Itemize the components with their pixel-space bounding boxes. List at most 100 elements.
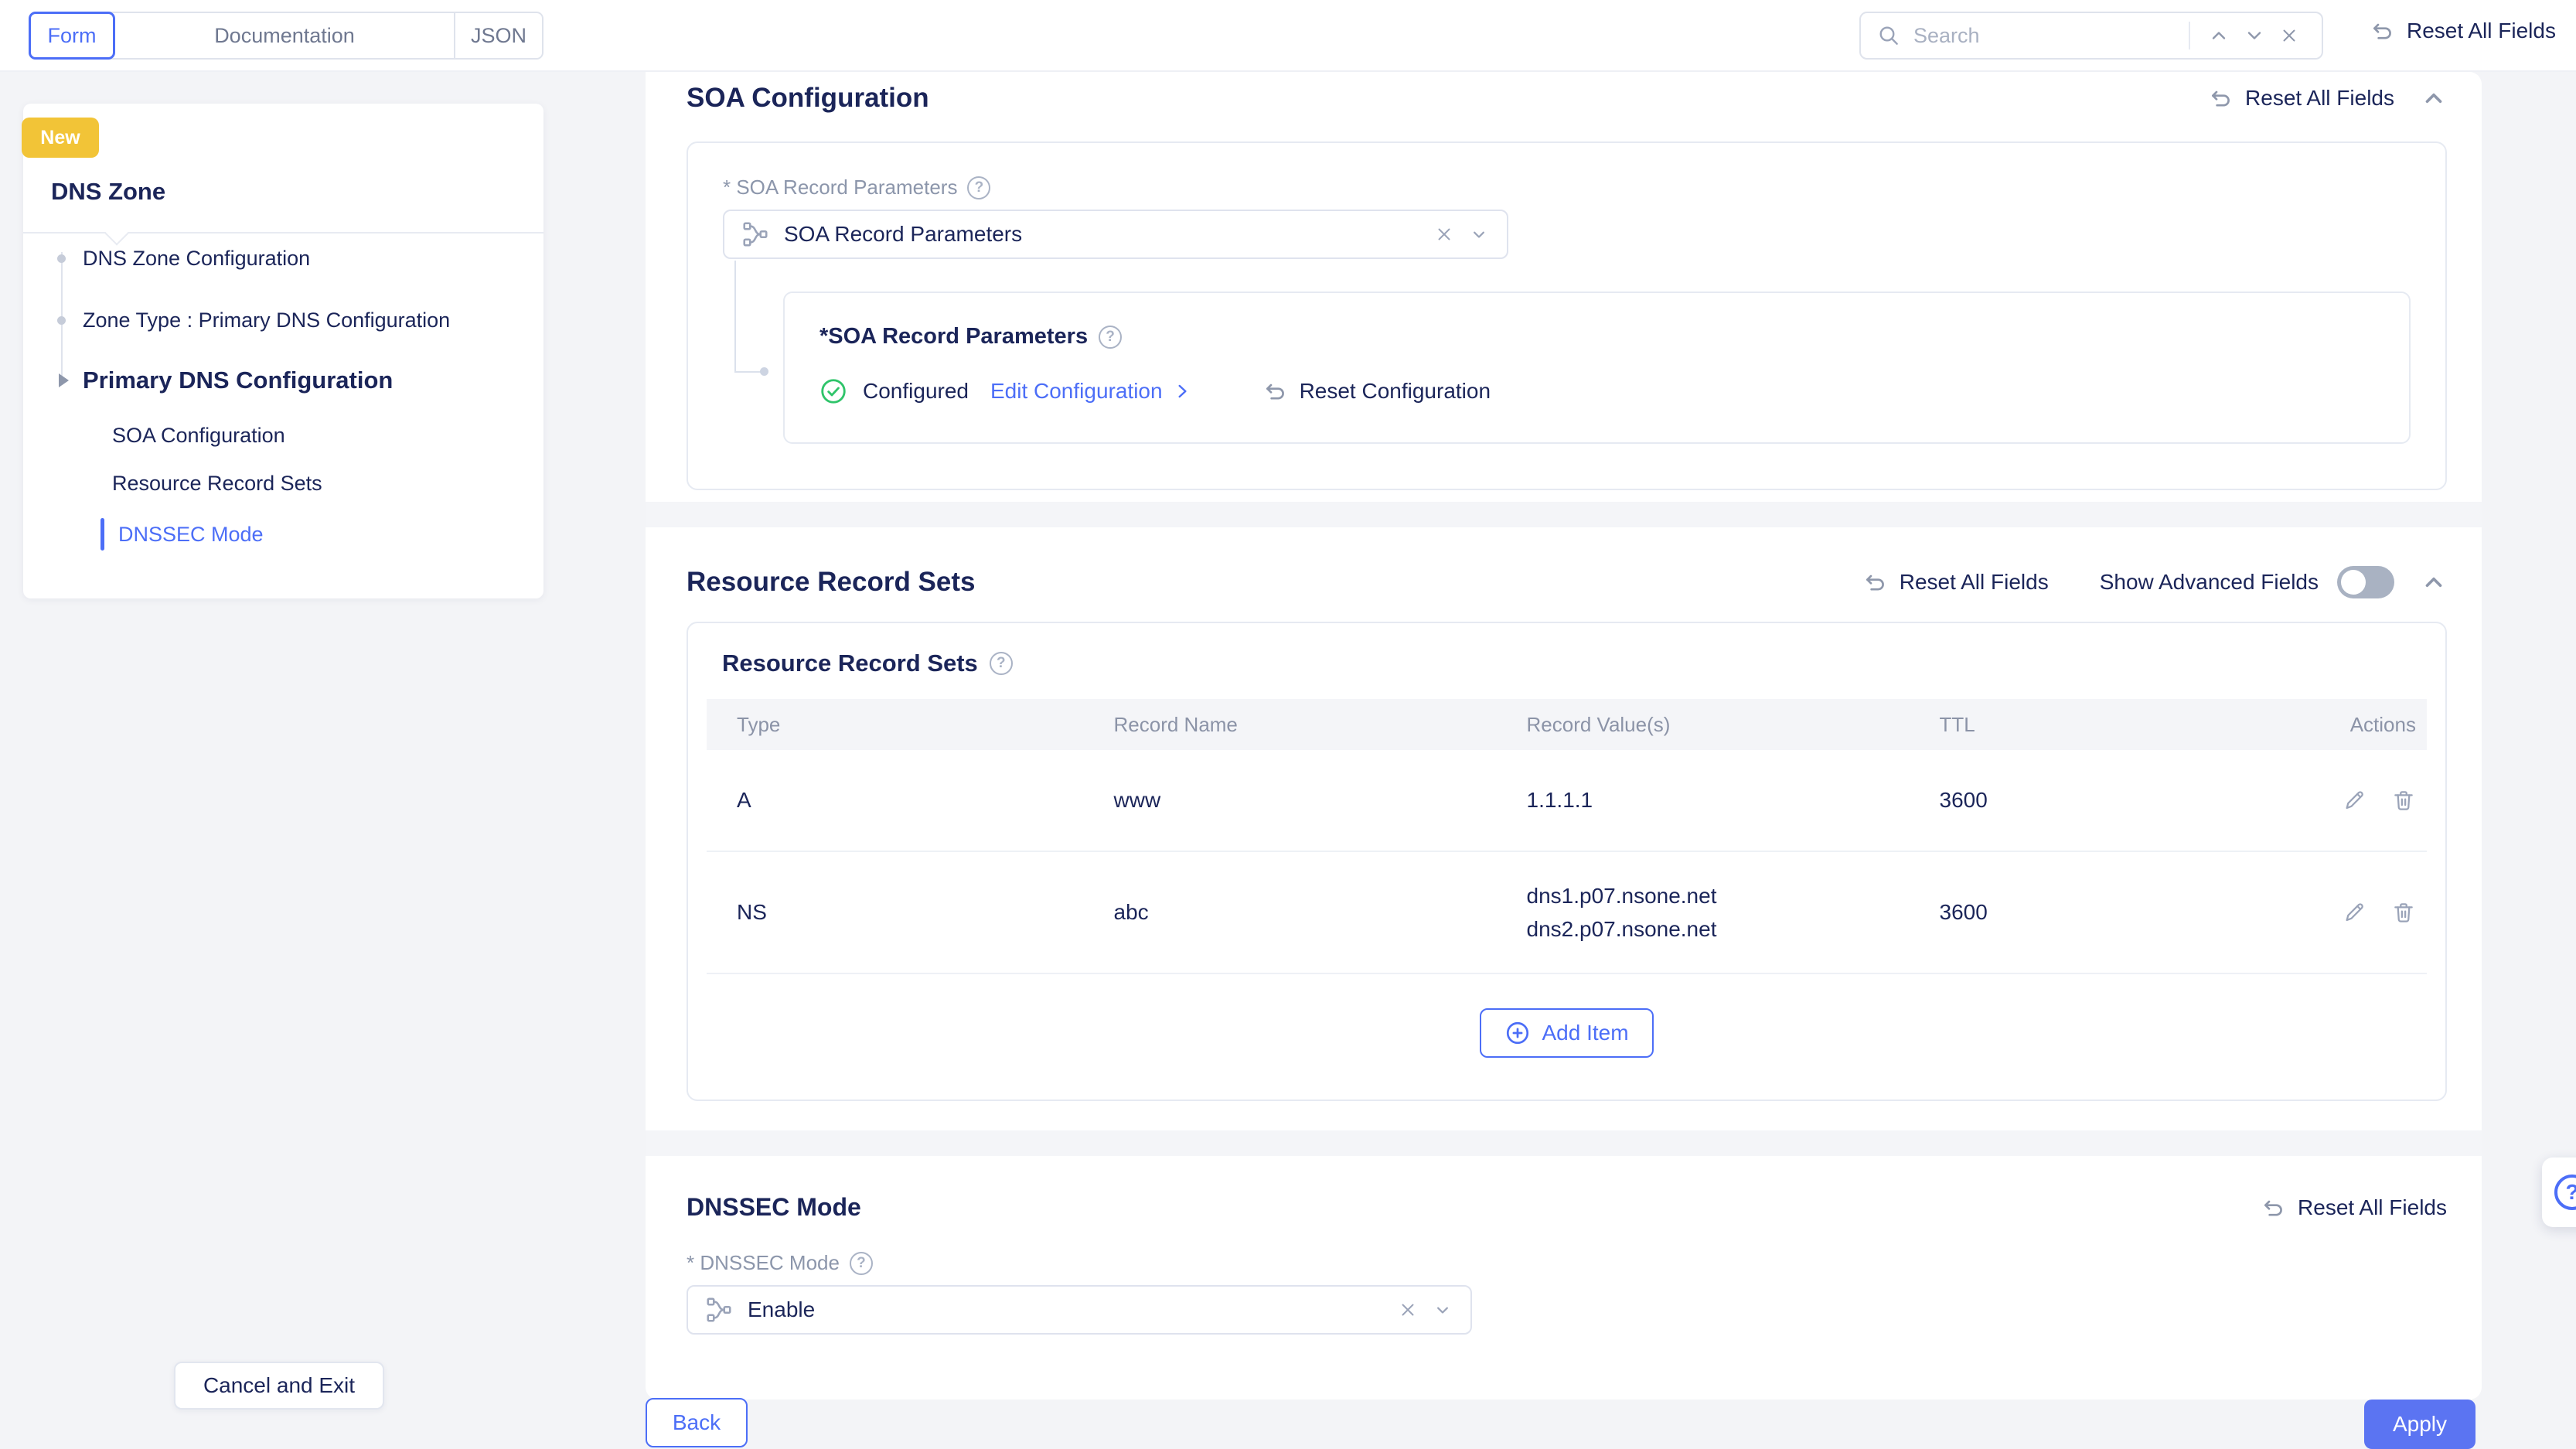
edit-row-pencil-icon[interactable] [2342, 900, 2366, 925]
nested-soa-title: *SOA Record Parameters [819, 324, 1089, 349]
soa-nested-config-box: *SOA Record Parameters ? Configured Edit… [783, 292, 2411, 444]
resource-record-sets-section: Resource Record Sets Reset All Fields Sh… [646, 527, 2482, 1130]
cancel-and-exit-button[interactable]: Cancel and Exit [174, 1362, 384, 1410]
soa-parameters-card: * SOA Record Parameters ? SOA Record Par… [687, 141, 2447, 490]
dnssec-reset-all-fields-button[interactable]: Reset All Fields [2261, 1195, 2447, 1220]
col-header-ttl: TTL [1939, 712, 1975, 736]
search-prev-icon[interactable] [2201, 25, 2237, 46]
search-next-icon[interactable] [2237, 25, 2272, 46]
cell-record-value: dns2.p07.nsone.net [1526, 917, 1717, 941]
edit-configuration-label: Edit Configuration [990, 379, 1163, 403]
apply-button[interactable]: Apply [2364, 1400, 2475, 1449]
help-circle-icon: ? [2554, 1175, 2576, 1210]
search-input[interactable] [1913, 23, 2178, 48]
undo-icon [2370, 19, 2395, 43]
cell-type: NS [737, 900, 767, 924]
dnssec-mode-section: DNSSEC Mode Reset All Fields * DNSSEC Mo… [646, 1156, 2482, 1335]
dnssec-section-title: DNSSEC Mode [687, 1193, 861, 1221]
sidebar-item-zone-type[interactable]: Zone Type : Primary DNS Configuration [57, 309, 450, 332]
chevron-down-icon[interactable] [1432, 1299, 1453, 1321]
cell-record-values: 1.1.1.1 [1526, 788, 1593, 813]
view-tabgroup: Form Documentation JSON [29, 12, 543, 60]
undo-icon [1863, 570, 1888, 595]
new-badge: New [22, 118, 99, 158]
sidebar-item-label: DNSSEC Mode [118, 522, 264, 546]
tab-documentation[interactable]: Documentation [214, 23, 355, 47]
chevron-down-icon[interactable] [1468, 223, 1490, 245]
soa-record-parameters-label: * SOA Record Parameters [723, 176, 958, 199]
sidebar-divider [23, 221, 543, 246]
tab-form[interactable]: Form [29, 12, 115, 60]
soa-record-parameters-select[interactable]: SOA Record Parameters [723, 210, 1508, 259]
sidebar-item-label: SOA Configuration [112, 424, 285, 447]
undo-icon [2261, 1195, 2286, 1220]
resource-record-sets-card: Resource Record Sets ? Type Record Name … [687, 622, 2447, 1101]
collapse-notch-icon[interactable] [104, 221, 129, 246]
col-header-type: Type [737, 712, 781, 736]
sidebar-item-dns-zone-configuration[interactable]: DNS Zone Configuration [57, 247, 310, 271]
sidebar-item-label: Primary DNS Configuration [83, 367, 394, 394]
show-advanced-fields-toggle[interactable] [2337, 566, 2394, 598]
reset-all-fields-global-button[interactable]: Reset All Fields [2370, 19, 2556, 43]
rrs-card-title: Resource Record Sets [722, 649, 978, 677]
rrs-section-title: Resource Record Sets [687, 567, 976, 597]
soa-collapse-chevron-icon[interactable] [2421, 85, 2447, 111]
cell-type: A [737, 788, 751, 812]
sidebar-item-label: DNS Zone Configuration [83, 247, 311, 270]
resource-records-table: Type Record Name Record Value(s) TTL Act… [707, 699, 2427, 974]
check-circle-icon [819, 377, 847, 405]
cell-ttl: 3600 [1939, 788, 1988, 812]
cell-ttl: 3600 [1939, 900, 1988, 924]
cell-record-name: www [1113, 788, 1161, 812]
show-advanced-fields-label: Show Advanced Fields [2099, 570, 2319, 594]
workflow-nodes-icon [705, 1296, 733, 1324]
edit-row-pencil-icon[interactable] [2342, 788, 2366, 813]
soa-select-value: SOA Record Parameters [784, 222, 1023, 246]
edit-configuration-link[interactable]: Edit Configuration [990, 379, 1192, 404]
top-toolbar: Form Documentation JSON Reset All Fields [0, 0, 2576, 72]
reset-all-fields-label: Reset All Fields [2298, 1195, 2447, 1219]
clear-selection-icon[interactable] [1390, 1300, 1426, 1320]
help-floating-button[interactable]: ? [2542, 1157, 2576, 1227]
rrs-collapse-chevron-icon[interactable] [2421, 569, 2447, 595]
reset-configuration-button[interactable]: Reset Configuration [1263, 379, 1491, 404]
cell-record-value: dns1.p07.nsone.net [1526, 883, 1717, 908]
delete-row-trash-icon[interactable] [2391, 900, 2416, 925]
reset-all-fields-label: Reset All Fields [1899, 570, 2049, 594]
rrs-reset-all-fields-button[interactable]: Reset All Fields [1863, 570, 2049, 595]
soa-section-title: SOA Configuration [687, 83, 929, 113]
sidebar-title: DNS Zone [51, 178, 166, 205]
undo-icon [2209, 86, 2234, 111]
sidebar-item-primary-dns-configuration[interactable]: Primary DNS Configuration [59, 367, 393, 394]
sidebar-item-soa-configuration[interactable]: SOA Configuration [112, 424, 285, 448]
delete-row-trash-icon[interactable] [2391, 788, 2416, 813]
soa-reset-all-fields-button[interactable]: Reset All Fields [2209, 86, 2394, 111]
dnssec-mode-select[interactable]: Enable [687, 1285, 1472, 1335]
help-circle-icon[interactable]: ? [967, 176, 991, 199]
col-header-record-values: Record Value(s) [1526, 712, 1671, 736]
section-divider-strip [646, 1130, 2482, 1156]
sidebar-item-label: Resource Record Sets [112, 472, 322, 495]
search-clear-icon[interactable] [2272, 26, 2306, 46]
add-item-label: Add Item [1542, 1021, 1629, 1045]
sidebar-item-resource-record-sets[interactable]: Resource Record Sets [112, 472, 322, 496]
triangle-right-icon [59, 373, 69, 387]
help-circle-icon[interactable]: ? [849, 1251, 873, 1275]
tree-elbow-connector [734, 261, 768, 376]
search-divider [2189, 22, 2190, 49]
clear-selection-icon[interactable] [1426, 224, 1462, 244]
table-header-row: Type Record Name Record Value(s) TTL Act… [707, 699, 2427, 750]
active-indicator-bar [101, 518, 104, 551]
add-item-button[interactable]: Add Item [1480, 1008, 1654, 1058]
help-circle-icon[interactable]: ? [989, 652, 1013, 675]
sidebar-item-label: Zone Type : Primary DNS Configuration [83, 309, 451, 332]
search-box [1859, 12, 2323, 60]
dnssec-mode-label: * DNSSEC Mode [687, 1251, 840, 1274]
sidebar-item-dnssec-mode[interactable]: DNSSEC Mode [101, 518, 264, 551]
help-circle-icon[interactable]: ? [1099, 325, 1123, 349]
tab-json[interactable]: JSON [454, 13, 542, 58]
reset-all-fields-label: Reset All Fields [2407, 19, 2556, 43]
undo-icon [1263, 379, 1288, 404]
back-button[interactable]: Back [646, 1398, 748, 1447]
sidebar-nav-card: New DNS Zone DNS Zone Configuration Zone… [22, 104, 543, 598]
